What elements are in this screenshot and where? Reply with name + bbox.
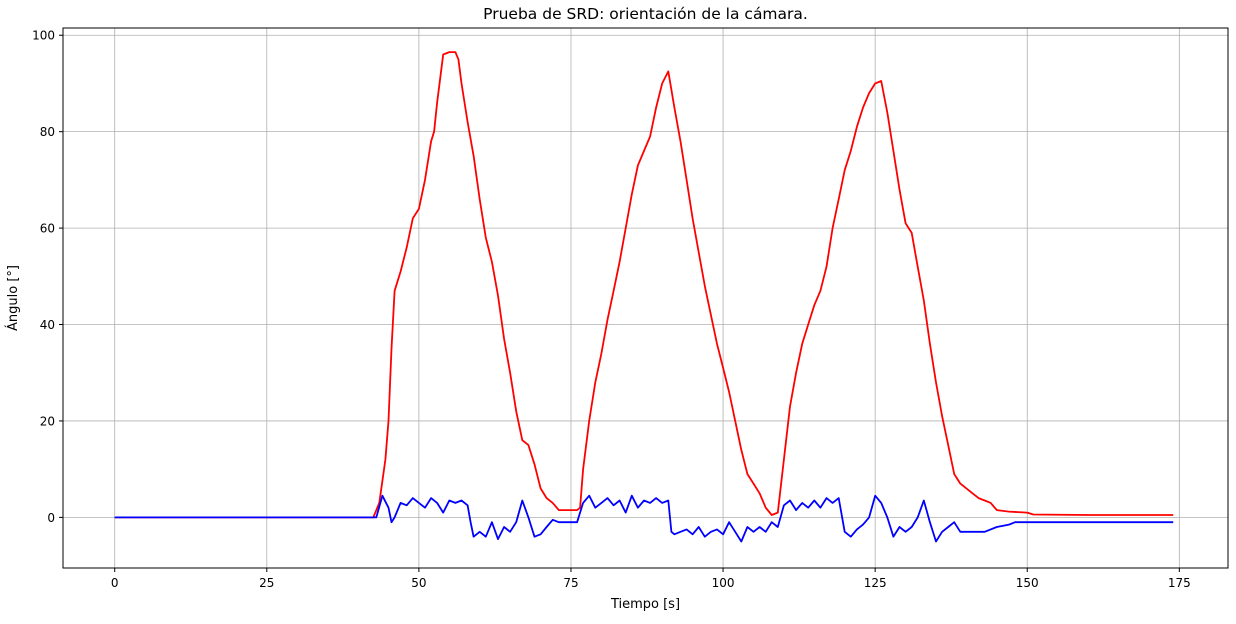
plot-frame xyxy=(62,27,1229,569)
x-tick-label: 75 xyxy=(563,576,578,590)
y-tick-label: 40 xyxy=(40,318,55,332)
grid-lines xyxy=(63,28,1228,568)
series-lines xyxy=(114,51,1174,543)
y-tick-label: 0 xyxy=(47,511,55,525)
x-tick-label: 0 xyxy=(111,576,119,590)
x-axis-label: Tiempo [s] xyxy=(610,597,680,612)
series-line-2 xyxy=(114,494,1174,543)
y-tick-label: 80 xyxy=(40,125,55,139)
chart-title: Prueba de SRD: orientación de la cámara. xyxy=(483,5,808,23)
series-line-1 xyxy=(114,51,1174,519)
x-tick-label: 150 xyxy=(1016,576,1039,590)
y-axis-label: Ángulo [°] xyxy=(5,265,21,331)
x-tick-label: 175 xyxy=(1168,576,1191,590)
x-tick-label: 125 xyxy=(864,576,887,590)
x-tick-label: 50 xyxy=(411,576,426,590)
x-tick-label: 25 xyxy=(259,576,274,590)
y-tick-label: 100 xyxy=(32,29,55,43)
y-tick-label: 20 xyxy=(40,414,55,428)
x-tick-label: 100 xyxy=(712,576,735,590)
y-tick-label: 60 xyxy=(40,222,55,236)
axis-ticks: 0 25 50 75 100 125 150 175 0 20 40 60 80 100 xyxy=(32,29,1191,590)
